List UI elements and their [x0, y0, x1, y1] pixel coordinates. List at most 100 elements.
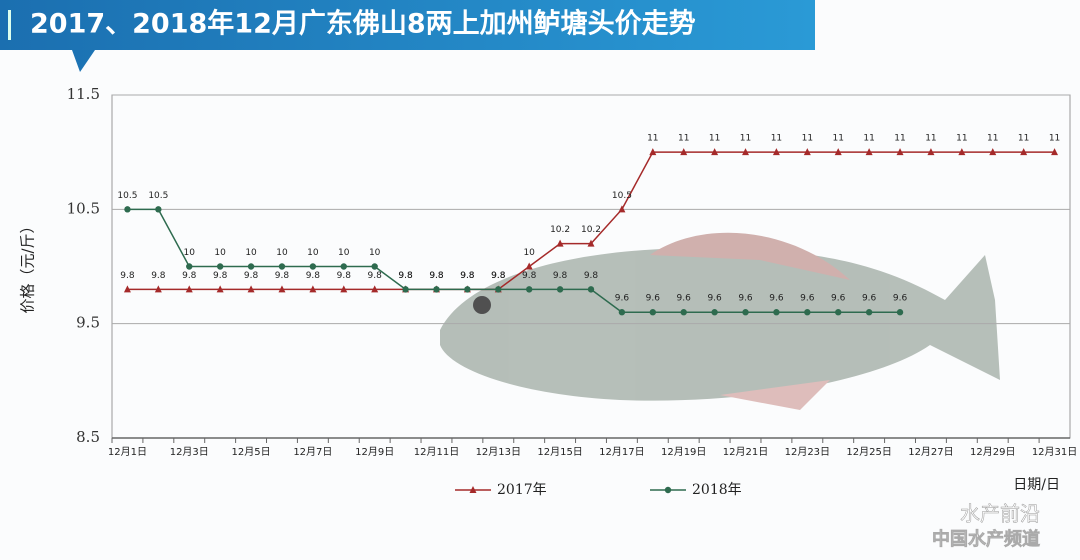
point: [247, 285, 255, 293]
data-label: 11: [647, 134, 658, 144]
x-tick-label: 12月11日: [414, 446, 459, 458]
x-tick-label: 12月23日: [785, 446, 830, 458]
title-banner: [0, 0, 815, 72]
point: [278, 285, 286, 293]
point: [123, 285, 131, 293]
x-tick-label: 12月21日: [723, 446, 768, 458]
point: [742, 309, 749, 316]
data-label: 9.6: [646, 294, 661, 304]
point: [989, 148, 997, 156]
point: [340, 285, 348, 293]
data-label: 11: [1018, 134, 1029, 144]
point: [680, 309, 687, 316]
x-tick-label: 12月3日: [170, 446, 209, 458]
x-tick-label: 12月19日: [661, 446, 706, 458]
data-label: 9.8: [182, 271, 197, 281]
data-label: 11: [1049, 134, 1060, 144]
x-tick-label: 12月5日: [232, 446, 271, 458]
data-label: 9.8: [275, 271, 290, 281]
data-label: 9.6: [831, 294, 846, 304]
data-label: 9.8: [151, 271, 166, 281]
legend-label: 2017年: [497, 482, 547, 498]
legend-label: 2018年: [692, 482, 742, 498]
data-label: 10: [307, 248, 319, 258]
point: [186, 263, 193, 270]
data-label: 9.6: [677, 294, 692, 304]
point: [742, 148, 750, 156]
data-label: 10.5: [612, 191, 632, 201]
data-label: 9.8: [491, 271, 506, 281]
data-label: 9.6: [800, 294, 815, 304]
y-tick-label: 10.5: [67, 199, 100, 217]
data-label: 10: [245, 248, 257, 258]
watermark: 水产前沿: [960, 502, 1040, 526]
data-label: 11: [802, 134, 813, 144]
point: [618, 205, 626, 213]
point: [1020, 148, 1028, 156]
point: [402, 286, 409, 293]
point: [896, 148, 904, 156]
point: [371, 263, 378, 270]
point: [587, 286, 595, 293]
data-label: 9.8: [337, 271, 352, 281]
data-label: 11: [894, 134, 905, 144]
data-label: 10.5: [117, 191, 137, 201]
data-label: 9.6: [738, 294, 753, 304]
data-label: 10: [523, 248, 535, 258]
point: [433, 286, 440, 293]
data-label: 9.6: [893, 294, 908, 304]
data-label: 11: [832, 134, 843, 144]
data-label: 10: [338, 248, 350, 258]
banner-accent: [8, 10, 11, 40]
point: [958, 148, 966, 156]
point: [216, 263, 224, 270]
point: [711, 309, 718, 316]
x-tick-label: 12月9日: [355, 446, 394, 458]
data-label: 11: [771, 134, 782, 144]
x-tick-label: 12月7日: [293, 446, 332, 458]
data-label: 11: [925, 134, 936, 144]
point: [618, 309, 626, 316]
point: [525, 262, 533, 270]
x-tick-label: 12月27日: [908, 446, 953, 458]
y-tick-label: 9.5: [76, 314, 100, 332]
data-label: 9.6: [769, 294, 784, 304]
point: [155, 206, 162, 213]
data-label: 11: [987, 134, 998, 144]
y-axis-label: 价格（元/斤）: [19, 218, 37, 313]
data-label: 9.8: [522, 271, 537, 281]
data-label: 9.8: [460, 271, 475, 281]
data-label: 9.8: [584, 271, 599, 281]
data-label: 9.8: [244, 271, 259, 281]
point: [154, 285, 162, 293]
point: [803, 148, 811, 156]
point: [680, 148, 688, 156]
point: [556, 239, 564, 247]
data-label: 9.6: [862, 294, 877, 304]
data-label: 10: [184, 248, 196, 258]
data-label: 10.5: [148, 191, 168, 201]
point: [834, 148, 842, 156]
fish: [440, 232, 1000, 410]
point: [309, 285, 317, 293]
legend-marker: [469, 486, 477, 493]
point: [711, 148, 719, 156]
point: [556, 286, 564, 293]
data-label: 9.8: [429, 271, 444, 281]
data-label: 9.8: [120, 271, 135, 281]
x-tick-label: 12月15日: [537, 446, 582, 458]
data-label: 10: [276, 248, 288, 258]
series-line: [127, 208, 901, 313]
x-tick-label: 12月31日: [1032, 446, 1077, 458]
data-label: 9.6: [707, 294, 722, 304]
x-tick-label: 12月25日: [846, 446, 891, 458]
data-label: 9.8: [491, 271, 506, 281]
watermark: 中国水产频道: [932, 528, 1040, 550]
point: [525, 286, 533, 293]
data-label: 9.8: [213, 271, 228, 281]
data-label: 11: [740, 134, 751, 144]
point: [865, 148, 873, 156]
x-axis-label: 日期/日: [1013, 477, 1060, 493]
point: [495, 286, 502, 293]
